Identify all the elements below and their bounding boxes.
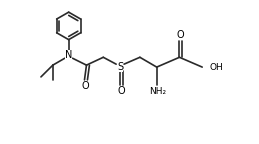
Text: O: O [177,30,184,40]
Text: O: O [82,81,89,91]
Text: S: S [117,62,123,72]
Text: O: O [117,86,125,96]
Text: N: N [65,50,72,60]
Text: NH₂: NH₂ [149,87,166,96]
Text: OH: OH [209,63,223,72]
